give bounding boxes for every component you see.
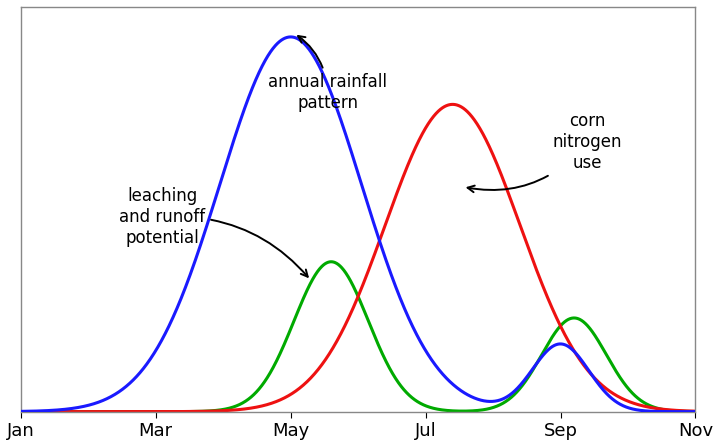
Text: leaching
and runoff
potential: leaching and runoff potential <box>120 187 307 277</box>
Text: corn
nitrogen
use: corn nitrogen use <box>467 112 622 192</box>
Text: annual rainfall
pattern: annual rainfall pattern <box>269 36 387 112</box>
